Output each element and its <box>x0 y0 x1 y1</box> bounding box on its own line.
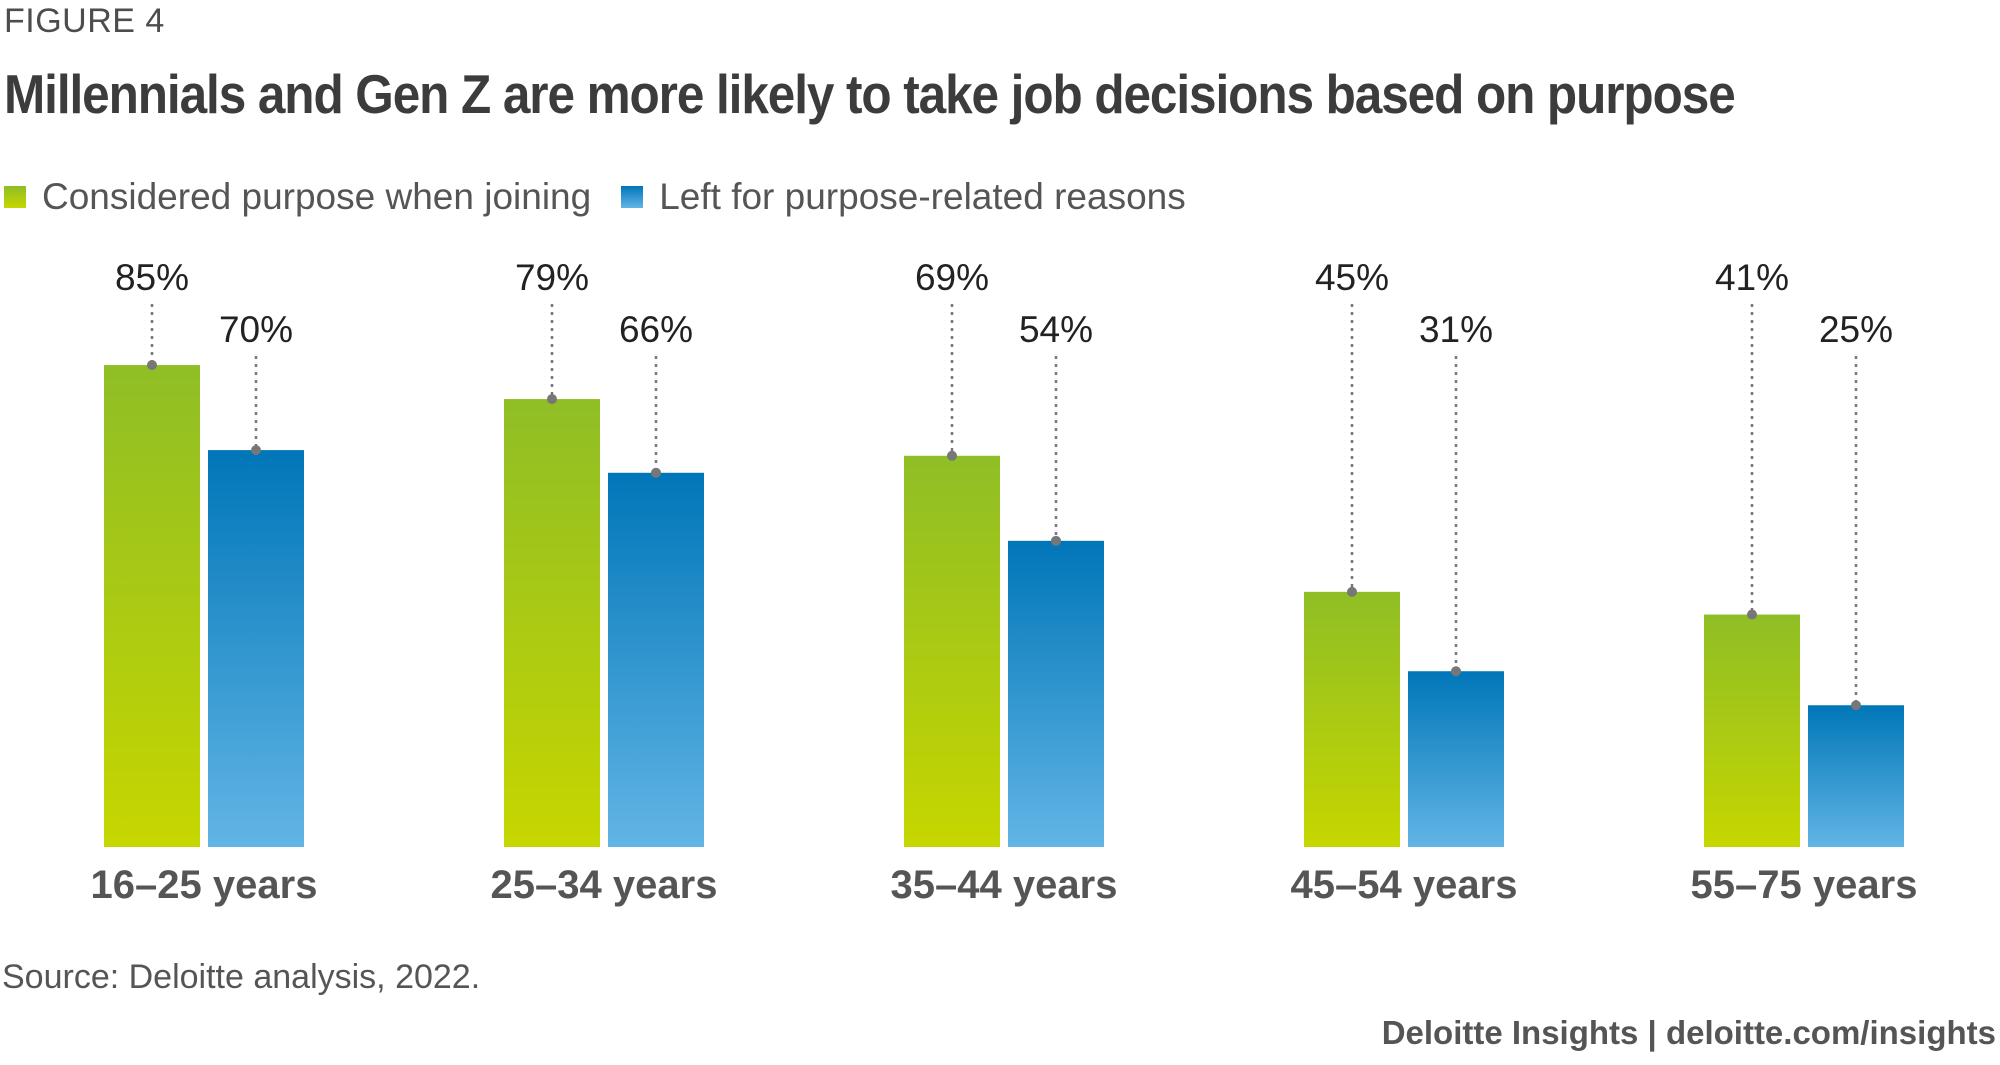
leader-dot-left-3 <box>1051 535 1061 546</box>
x-tick-label-1: 16–25 years <box>91 863 318 907</box>
x-tick-label-3: 35–44 years <box>891 863 1118 907</box>
footer-separator: | <box>1647 1014 1657 1051</box>
data-label-considered-3: 69% <box>915 257 989 298</box>
leader-dot-left-2 <box>651 467 661 478</box>
leader-dot-considered-5 <box>1747 609 1757 620</box>
bar-left-2 <box>608 472 704 847</box>
bar-considered-1 <box>104 365 200 847</box>
footer-brand: Deloitte Insights <box>1381 1014 1639 1051</box>
legend-item-considered: Considered purpose when joining <box>4 176 591 218</box>
leader-dot-considered-1 <box>147 360 157 371</box>
data-label-considered-1: 85% <box>115 257 189 298</box>
legend-item-left: Left for purpose-related reasons <box>621 176 1186 218</box>
chart-title: Millennials and Gen Z are more likely to… <box>4 63 1736 125</box>
bar-left-4 <box>1408 671 1504 847</box>
legend-label-considered: Considered purpose when joining <box>42 176 592 217</box>
data-label-left-1: 70% <box>219 309 293 350</box>
footer-credit: Deloitte Insights | deloitte.com/insight… <box>1382 1014 1996 1052</box>
legend-label-left: Left for purpose-related reasons <box>659 176 1186 217</box>
leader-dot-considered-3 <box>947 450 957 461</box>
bar-left-3 <box>1008 540 1104 847</box>
leader-dot-left-5 <box>1851 700 1861 711</box>
data-label-left-5: 25% <box>1819 309 1893 350</box>
footer-url: deloitte.com/insights <box>1665 1014 1996 1051</box>
bar-considered-2 <box>504 399 600 847</box>
x-tick-label-4: 45–54 years <box>1291 863 1518 907</box>
leader-dot-considered-4 <box>1347 586 1357 597</box>
data-label-left-2: 66% <box>619 309 693 350</box>
bar-chart: 85% 70% 16–25 years 79% 66% 25–34 years 69% 54%… <box>91 257 1918 907</box>
bar-left-1 <box>208 450 304 847</box>
data-label-considered-5: 41% <box>1715 257 1789 298</box>
x-tick-label-2: 25–34 years <box>491 863 718 907</box>
bar-considered-4 <box>1304 591 1400 847</box>
data-label-left-4: 31% <box>1419 309 1493 350</box>
source-note: Source: Deloitte analysis, 2022. <box>2 958 481 996</box>
legend-swatch-green <box>4 186 26 208</box>
data-label-considered-4: 45% <box>1315 257 1389 298</box>
figure-label: FIGURE 4 <box>4 2 165 40</box>
bar-left-5 <box>1808 705 1904 847</box>
bar-considered-5 <box>1704 614 1800 847</box>
leader-dot-left-1 <box>251 445 261 456</box>
data-label-left-3: 54% <box>1019 309 1093 350</box>
leader-dot-left-4 <box>1451 666 1461 677</box>
bar-considered-3 <box>904 455 1000 847</box>
legend: Considered purpose when joining Left for… <box>4 176 1216 218</box>
legend-swatch-blue <box>621 186 644 208</box>
data-label-considered-2: 79% <box>515 257 589 298</box>
x-tick-label-5: 55–75 years <box>1691 863 1918 907</box>
leader-dot-considered-2 <box>547 394 557 405</box>
